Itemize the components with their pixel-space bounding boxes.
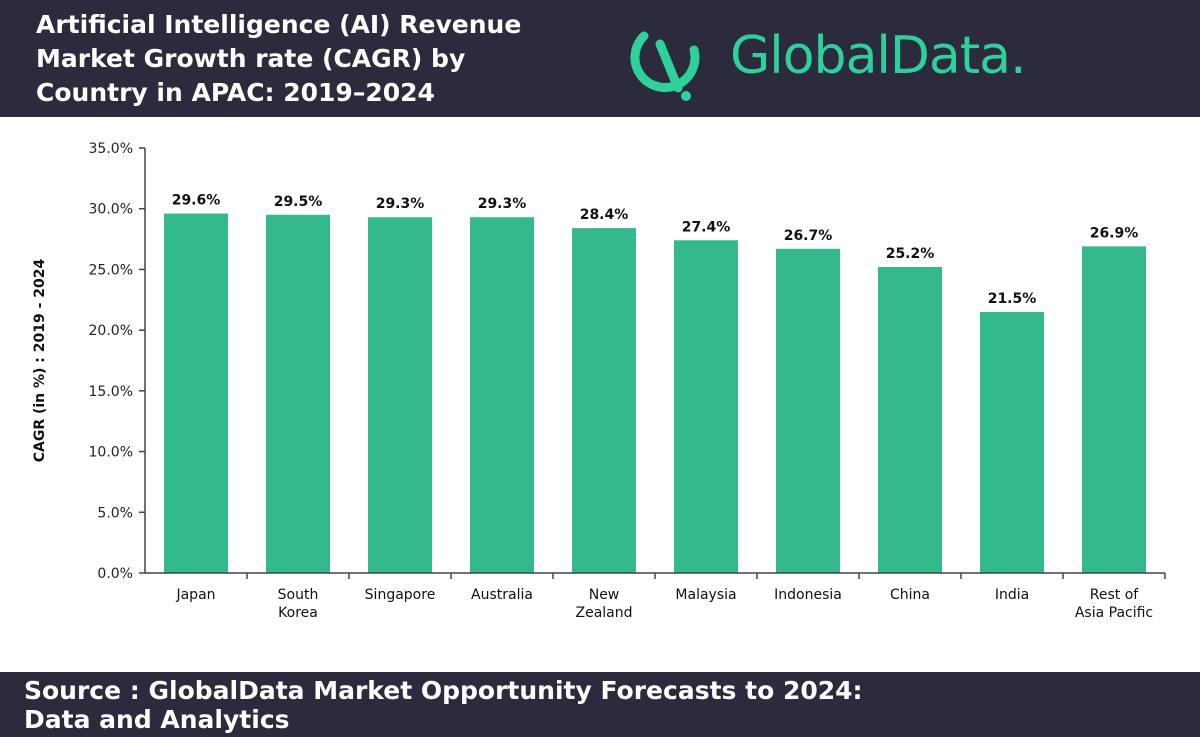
- data-label: 28.4%: [580, 207, 629, 223]
- y-axis-ticks: 0.0% 5.0% 10.0% 15.0% 20.0% 25.0% 30.0% 35.0%: [89, 141, 145, 582]
- header-banner: Artificial Intelligence (AI) Revenue Mar…: [0, 0, 1200, 117]
- bar: [266, 214, 330, 573]
- chart-title: Artificial Intelligence (AI) Revenue Mar…: [36, 10, 522, 107]
- data-label: 26.7%: [784, 228, 833, 244]
- data-label: 26.9%: [1090, 225, 1139, 241]
- y-tick-label: 10.0%: [89, 445, 133, 461]
- data-label: 29.3%: [376, 196, 425, 212]
- bar: [674, 240, 738, 573]
- brand-name: GlobalData.: [730, 26, 1027, 86]
- y-tick-label: 35.0%: [89, 141, 133, 157]
- chart-area: 0.0% 5.0% 10.0% 15.0% 20.0% 25.0% 30.0% 35.0% 2…: [0, 117, 1200, 672]
- footer-banner: Source : GlobalData Market Opportunity F…: [0, 672, 1200, 737]
- source-note: Source : GlobalData Market Opportunity F…: [24, 676, 863, 734]
- bar: [368, 217, 432, 573]
- x-axis-labels: Japan South Korea Singapore Australia New Zeal…: [175, 573, 1166, 621]
- y-tick-label: 15.0%: [89, 384, 133, 400]
- value-labels: 29.6% 29.5% 29.3% 29.3% 28.4% 27.4% 26.7% 25.2%…: [172, 193, 1139, 307]
- data-label: 21.5%: [988, 291, 1037, 307]
- x-tick-label: Australia: [471, 587, 533, 603]
- bar: [776, 248, 840, 574]
- x-tick-label: Indonesia: [774, 587, 842, 603]
- y-tick-label: 25.0%: [89, 262, 133, 278]
- bar: [1082, 246, 1146, 573]
- x-tick-label: South Korea: [278, 587, 319, 621]
- data-label: 29.5%: [274, 194, 323, 210]
- bar: [470, 217, 534, 573]
- bars: [164, 213, 1146, 574]
- x-tick-label: Rest of Asia Pacific: [1075, 587, 1153, 621]
- bar: [980, 311, 1044, 573]
- bar: [878, 267, 942, 573]
- bar-chart: 0.0% 5.0% 10.0% 15.0% 20.0% 25.0% 30.0% 35.0% 2…: [32, 141, 1166, 621]
- y-axis-label: CAGR (in %) : 2019 - 2024: [32, 258, 48, 462]
- x-tick-label: China: [890, 587, 930, 603]
- data-label: 29.6%: [172, 193, 221, 209]
- x-tick-label: Malaysia: [675, 587, 736, 603]
- data-label: 25.2%: [886, 246, 935, 262]
- globaldata-logo-icon: [630, 31, 700, 101]
- y-tick-label: 0.0%: [97, 566, 133, 582]
- bar: [164, 213, 228, 574]
- data-label: 27.4%: [682, 219, 731, 235]
- bar: [572, 228, 636, 573]
- y-tick-label: 5.0%: [97, 505, 133, 521]
- x-tick-label: Japan: [175, 587, 215, 603]
- globaldata-logo: GlobalData.: [622, 22, 1182, 102]
- x-tick-label: New Zealand: [575, 587, 632, 621]
- data-label: 29.3%: [478, 196, 527, 212]
- x-tick-label: Singapore: [365, 587, 436, 603]
- y-tick-label: 30.0%: [89, 202, 133, 218]
- x-tick-label: India: [995, 587, 1029, 603]
- y-tick-label: 20.0%: [89, 323, 133, 339]
